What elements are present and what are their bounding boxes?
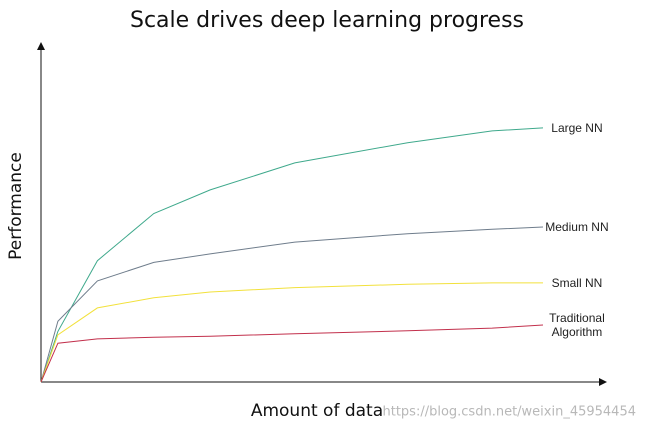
- line: [40, 127, 544, 383]
- line: [40, 226, 544, 383]
- y-axis-label: Performance: [6, 152, 26, 260]
- x-axis-label: Amount of data: [251, 401, 383, 421]
- series-label: Small NN: [551, 275, 603, 290]
- chart-title: Scale drives deep learning progress: [130, 8, 524, 33]
- series-label: Medium NN: [545, 219, 609, 234]
- series-label: Large NN: [551, 120, 603, 135]
- line: [40, 324, 544, 383]
- line: [40, 282, 543, 383]
- watermark: https://blog.csdn.net/weixin_45954454: [382, 405, 636, 420]
- series-label: Traditional Algorithm: [549, 311, 605, 340]
